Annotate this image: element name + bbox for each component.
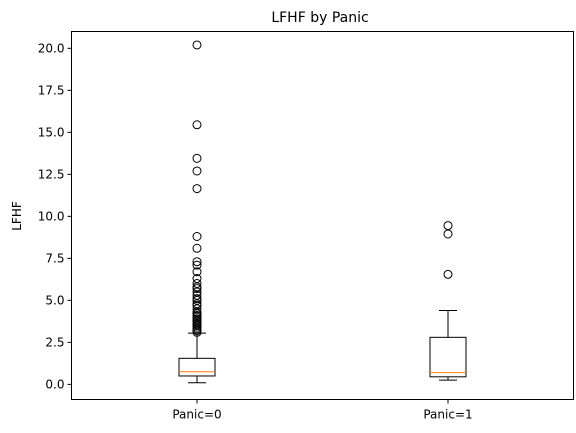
outlier-point xyxy=(192,257,202,267)
box-group xyxy=(178,40,216,384)
y-tick-label: 5.0 xyxy=(45,293,64,307)
chart-title: LFHF by Panic xyxy=(271,10,368,26)
y-tick-label: 12.5 xyxy=(38,167,65,181)
outlier-point xyxy=(192,166,202,176)
x-tick-label: Panic=0 xyxy=(172,408,221,422)
y-tick-label: 10.0 xyxy=(38,209,65,223)
x-tick-label: Panic=1 xyxy=(423,408,472,422)
outlier-point xyxy=(443,221,453,231)
outlier-point xyxy=(192,294,202,304)
y-tick-label: 20.0 xyxy=(38,41,65,55)
outlier-point xyxy=(192,243,202,253)
outlier-point xyxy=(443,269,453,279)
y-tick-label: 17.5 xyxy=(38,83,65,97)
outlier-point xyxy=(192,120,202,130)
outlier-point xyxy=(192,184,202,194)
boxes xyxy=(178,40,467,384)
plot-area-frame xyxy=(71,31,574,400)
outlier-point xyxy=(192,232,202,242)
y-tick-label: 7.5 xyxy=(45,251,64,265)
box-group xyxy=(429,221,467,381)
iqr-box xyxy=(178,357,216,377)
iqr-box xyxy=(429,336,467,378)
outlier-point xyxy=(192,260,202,270)
x-axis: Panic=0 Panic=1 xyxy=(172,399,473,422)
y-axis-label: LFHF xyxy=(10,201,24,231)
y-axis: 0.0 2.5 5.0 7.5 10.0 12.5 15.0 17.5 20.0 xyxy=(38,41,72,391)
outlier-point xyxy=(192,267,202,277)
outlier-point xyxy=(192,274,202,284)
y-tick-label: 0.0 xyxy=(45,377,64,391)
y-tick-label: 15.0 xyxy=(38,125,65,139)
outlier-point xyxy=(192,153,202,163)
outlier-point xyxy=(192,40,202,50)
y-tick-label: 2.5 xyxy=(45,335,64,349)
outlier-point xyxy=(192,279,202,289)
